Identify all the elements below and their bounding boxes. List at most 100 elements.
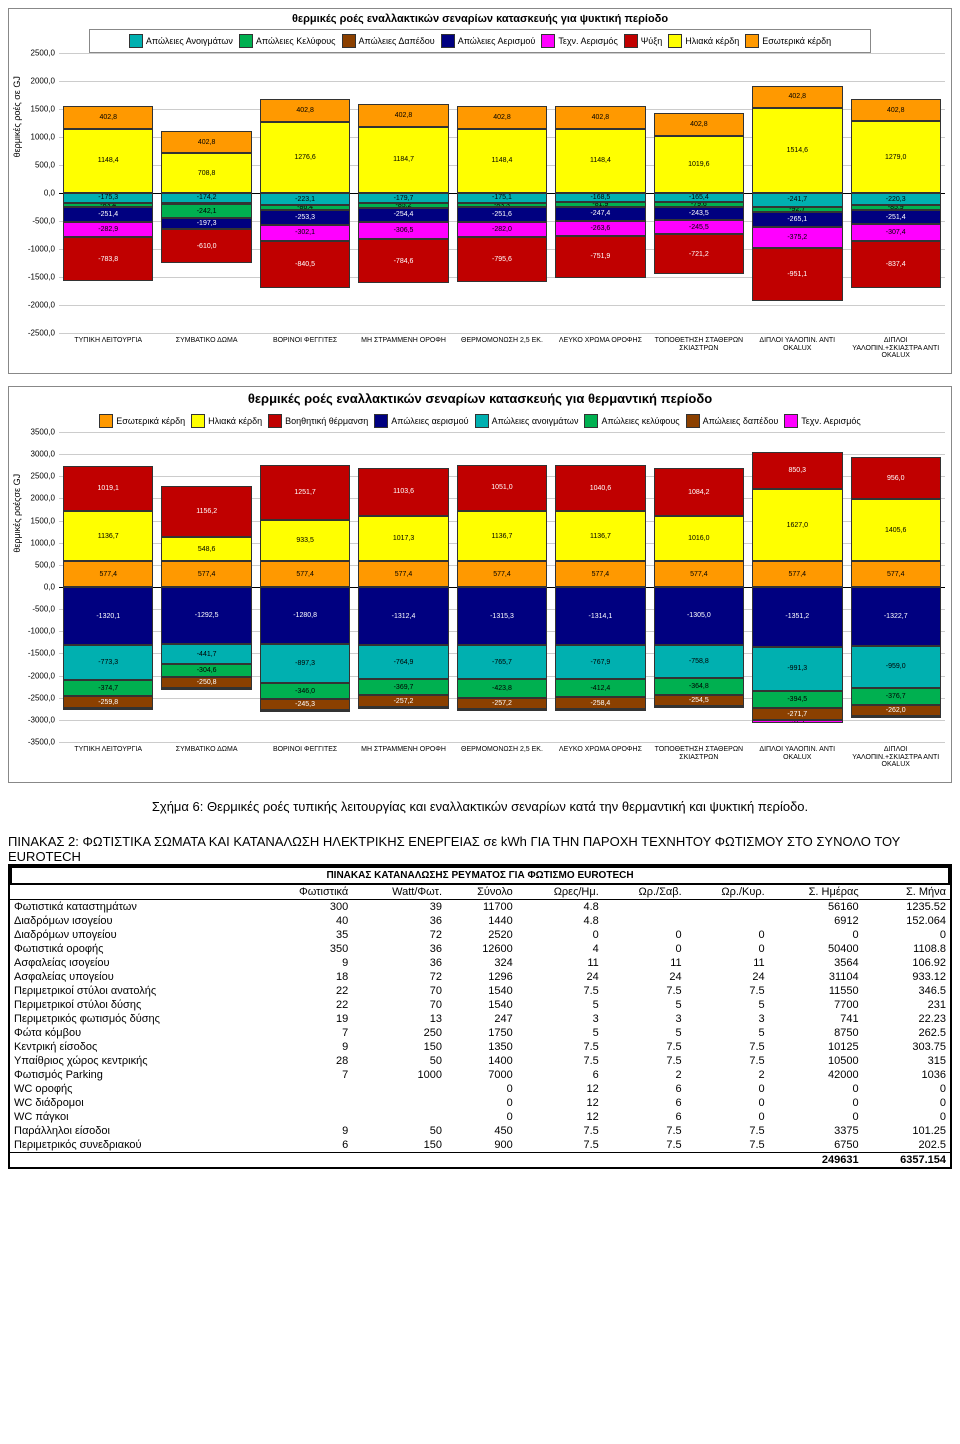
bar-segment: -251,4 [63, 207, 153, 221]
ytick-label: 3500,0 [31, 428, 59, 437]
table-cell: Κεντρική είσοδος [10, 1040, 259, 1054]
bars-row: 1148,4402,8-175,3-83,4-251,4-282,9-783,8… [59, 53, 945, 333]
legend-swatch [475, 414, 489, 428]
heating-chart: θερμικές ροές εναλλακτικών σεναρίων κατα… [8, 386, 952, 783]
table-header-cell: Σ. Μήνα [863, 885, 950, 900]
table-cell: 42000 [769, 1068, 863, 1082]
table-cell: 5 [603, 998, 686, 1012]
legend-item: Εσωτερικά κέρδη [745, 34, 831, 48]
table-cell: 6912 [769, 914, 863, 928]
bar-column: 1276,6402,8-223,1-86,4-253,3-302,1-840,5… [260, 53, 350, 333]
table-cell: Παράλληλοι είσοδοι [10, 1124, 259, 1138]
bar-segment: -346,0 [260, 683, 350, 698]
table-row: Φωτιστικά οροφής3503612600400504001108.8 [10, 942, 950, 956]
table-cell: 3 [517, 1012, 603, 1026]
legend-label: Απώλειες κελύφους [601, 416, 679, 426]
ytick-label: 1000,0 [31, 538, 59, 547]
xtick-label: ΘΕΡΜΟΜΟΝΩΣΗ 2,5 ΕΚ. [457, 742, 547, 754]
table-cell: 0 [686, 928, 769, 942]
bar-segment: 402,8 [555, 106, 645, 129]
table-cell: 50 [352, 1054, 446, 1068]
table-cell: 11 [686, 956, 769, 970]
table-cell: 7.5 [517, 1138, 603, 1153]
table-cell: 9 [259, 956, 352, 970]
table-cell: 933.12 [863, 970, 950, 984]
legend-label: Βοηθητική θέρμανση [285, 416, 368, 426]
bar-segment: -15,7 [457, 709, 547, 711]
bar-segment: 1136,7 [63, 511, 153, 561]
bar-segment: 402,8 [752, 86, 842, 109]
table-cell: 36 [352, 942, 446, 956]
bar-segment: -175,3 [63, 193, 153, 203]
table-header-cell: Ωρ./Σαβ. [603, 885, 686, 900]
legend-swatch [342, 34, 356, 48]
table-cell [352, 1110, 446, 1124]
bar-segment: -751,9 [555, 236, 645, 278]
legend-label: Τεχν. Αερισμός [558, 36, 617, 46]
bar-segment: -840,5 [260, 241, 350, 288]
bar-segment: -441,7 [161, 644, 251, 664]
legend-swatch [686, 414, 700, 428]
table-cell: 0 [446, 1110, 517, 1124]
table-row: Περιμετρικοί στύλοι δύσης227015405557700… [10, 998, 950, 1012]
bar-segment: 708,8 [161, 153, 251, 193]
bar-segment: -364,8 [654, 678, 744, 694]
table-cell: 0 [446, 1082, 517, 1096]
bar-segment: -374,7 [63, 680, 153, 697]
table-cell: 50400 [769, 942, 863, 956]
table-cell: 2520 [446, 928, 517, 942]
table-cell: 231 [863, 998, 950, 1012]
bar-segment: 577,4 [851, 561, 941, 587]
bar-segment: -1280,8 [260, 587, 350, 644]
bar-segment: -168,5 [555, 193, 645, 202]
bar-segment: -247,4 [555, 207, 645, 221]
table-cell: 315 [863, 1054, 950, 1068]
xtick-label: ΤΟΠΟΘΕΤΗΣΗ ΣΤΑΘΕΡΩΝ ΣΚΙΑΣΤΡΩΝ [654, 742, 744, 761]
table-header-cell: Ωρες/Ημ. [517, 885, 603, 900]
bar-column: 577,41627,0850,3-1351,2-991,3-394,5-271,… [752, 432, 842, 742]
table-cell: 56160 [769, 900, 863, 915]
bar-segment: -0,3 [260, 710, 350, 712]
table-cell: 11700 [446, 900, 517, 915]
bar-segment: -245,3 [260, 699, 350, 710]
table-cell: Διαδρόμων υπογείου [10, 928, 259, 942]
table-cell: 0 [769, 928, 863, 942]
table-totals-row: 2496316357.154 [10, 1153, 950, 1168]
legend-swatch [129, 34, 143, 48]
table-row: Υπαίθριος χώρος κεντρικής285014007.57.57… [10, 1054, 950, 1068]
table-row: Περιμετρικός φωτισμός δύσης1913247333741… [10, 1012, 950, 1026]
table-cell: Φώτα κόμβου [10, 1026, 259, 1040]
bar-segment: -1,6 [358, 707, 448, 709]
table-cell: 11 [603, 956, 686, 970]
table-cell [259, 1096, 352, 1110]
table-cell: 4.8 [517, 914, 603, 928]
ytick-label: -1000,0 [28, 627, 59, 636]
bar-segment: -242,1 [161, 204, 251, 218]
bar-segment: -257,2 [358, 695, 448, 706]
table-total-cell [686, 1153, 769, 1168]
bar-segment: -250,8 [161, 677, 251, 688]
ytick-label: 1500,0 [31, 516, 59, 525]
bar-segment: 1251,7 [260, 465, 350, 520]
table-cell: 6 [259, 1138, 352, 1153]
table-cell: 350 [259, 942, 352, 956]
bar-segment: -991,3 [752, 647, 842, 691]
legend-item: Απώλειες ανοιγμάτων [475, 414, 579, 428]
bar-segment: -765,7 [457, 645, 547, 679]
table-cell: 250 [352, 1026, 446, 1040]
table-cell: 4 [517, 942, 603, 956]
bar-segment: 1019,6 [654, 136, 744, 193]
legend-label: Απώλειες ανοιγμάτων [492, 416, 579, 426]
bar-segment: -4,8 [654, 706, 744, 708]
ytick-label: 2000,0 [31, 494, 59, 503]
bar-segment: -1320,1 [63, 587, 153, 645]
table-cell: 324 [446, 956, 517, 970]
table-cell: 7.5 [603, 1040, 686, 1054]
legend-label: Ηλιακά κέρδη [208, 416, 262, 426]
table-cell: 70 [352, 984, 446, 998]
table-cell: 72 [352, 970, 446, 984]
bar-segment: -369,7 [358, 679, 448, 695]
bar-segment: -1305,0 [654, 587, 744, 645]
table-cell: 9 [259, 1040, 352, 1054]
table-cell: WC οροφής [10, 1082, 259, 1096]
